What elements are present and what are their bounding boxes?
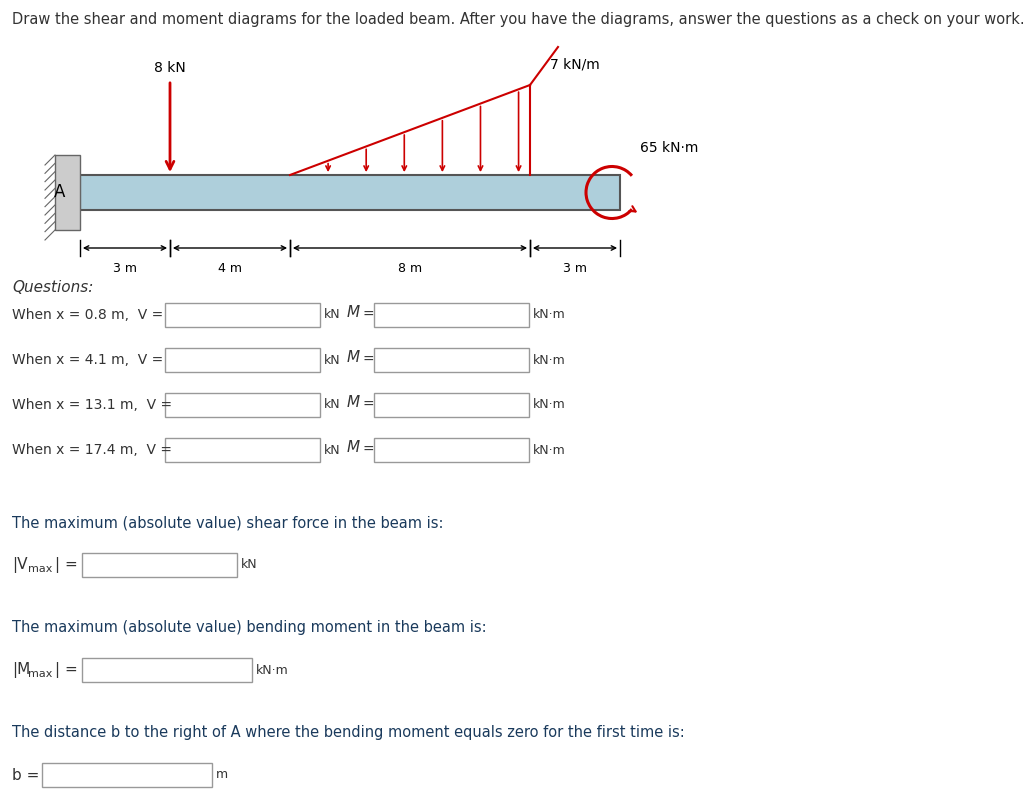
Text: Questions:: Questions:: [12, 280, 93, 295]
Text: kN: kN: [324, 309, 341, 322]
Text: | =: | =: [55, 662, 78, 678]
Text: 8 kN: 8 kN: [155, 61, 186, 75]
Text: max: max: [28, 564, 52, 574]
Text: $M$: $M$: [346, 394, 360, 410]
Text: kN: kN: [324, 444, 341, 457]
Text: 8 m: 8 m: [398, 262, 422, 275]
Bar: [165, 438, 319, 462]
Text: When x = 17.4 m,  V =: When x = 17.4 m, V =: [12, 443, 172, 457]
Text: 4 m: 4 m: [218, 262, 242, 275]
Text: kN·m: kN·m: [534, 444, 565, 457]
Text: m: m: [216, 769, 228, 781]
Bar: [374, 438, 529, 462]
Text: $M$: $M$: [346, 304, 360, 320]
Text: | =: | =: [55, 557, 78, 573]
Text: =: =: [362, 443, 375, 457]
Text: kN·m: kN·m: [534, 309, 565, 322]
Text: kN·m: kN·m: [256, 664, 289, 676]
Text: The distance b to the right of A where the bending moment equals zero for the fi: The distance b to the right of A where t…: [12, 725, 685, 740]
Bar: [55, 155, 80, 230]
Text: kN·m: kN·m: [534, 399, 565, 411]
Text: b =: b =: [12, 768, 39, 783]
Bar: [80, 175, 620, 210]
Text: kN: kN: [324, 399, 341, 411]
Text: 3 m: 3 m: [113, 262, 137, 275]
Text: The maximum (absolute value) shear force in the beam is:: The maximum (absolute value) shear force…: [12, 515, 443, 530]
Text: =: =: [362, 398, 375, 412]
Bar: [374, 303, 529, 327]
Bar: [165, 303, 319, 327]
Text: |V: |V: [12, 557, 28, 573]
Bar: [374, 393, 529, 417]
Text: Draw the shear and moment diagrams for the loaded beam. After you have the diagr: Draw the shear and moment diagrams for t…: [12, 12, 1024, 27]
Text: kN: kN: [241, 558, 258, 572]
Bar: [82, 658, 252, 682]
Text: When x = 13.1 m,  V =: When x = 13.1 m, V =: [12, 398, 172, 412]
Text: =: =: [362, 353, 375, 367]
Text: A: A: [54, 183, 66, 201]
Text: kN·m: kN·m: [534, 353, 565, 367]
Text: 65 kN·m: 65 kN·m: [640, 141, 698, 155]
Bar: [165, 393, 319, 417]
Bar: [165, 348, 319, 372]
Text: The maximum (absolute value) bending moment in the beam is:: The maximum (absolute value) bending mom…: [12, 620, 486, 635]
Text: $M$: $M$: [346, 349, 360, 365]
Text: When x = 0.8 m,  V =: When x = 0.8 m, V =: [12, 308, 163, 322]
Text: 3 m: 3 m: [563, 262, 587, 275]
Bar: [82, 553, 237, 577]
Text: When x = 4.1 m,  V =: When x = 4.1 m, V =: [12, 353, 163, 367]
Bar: [42, 763, 212, 787]
Text: max: max: [28, 669, 52, 679]
Bar: [374, 348, 529, 372]
Text: kN: kN: [324, 353, 341, 367]
Text: =: =: [362, 308, 375, 322]
Text: 7 kN/m: 7 kN/m: [550, 58, 600, 72]
Text: $M$: $M$: [346, 439, 360, 455]
Text: |M: |M: [12, 662, 31, 678]
